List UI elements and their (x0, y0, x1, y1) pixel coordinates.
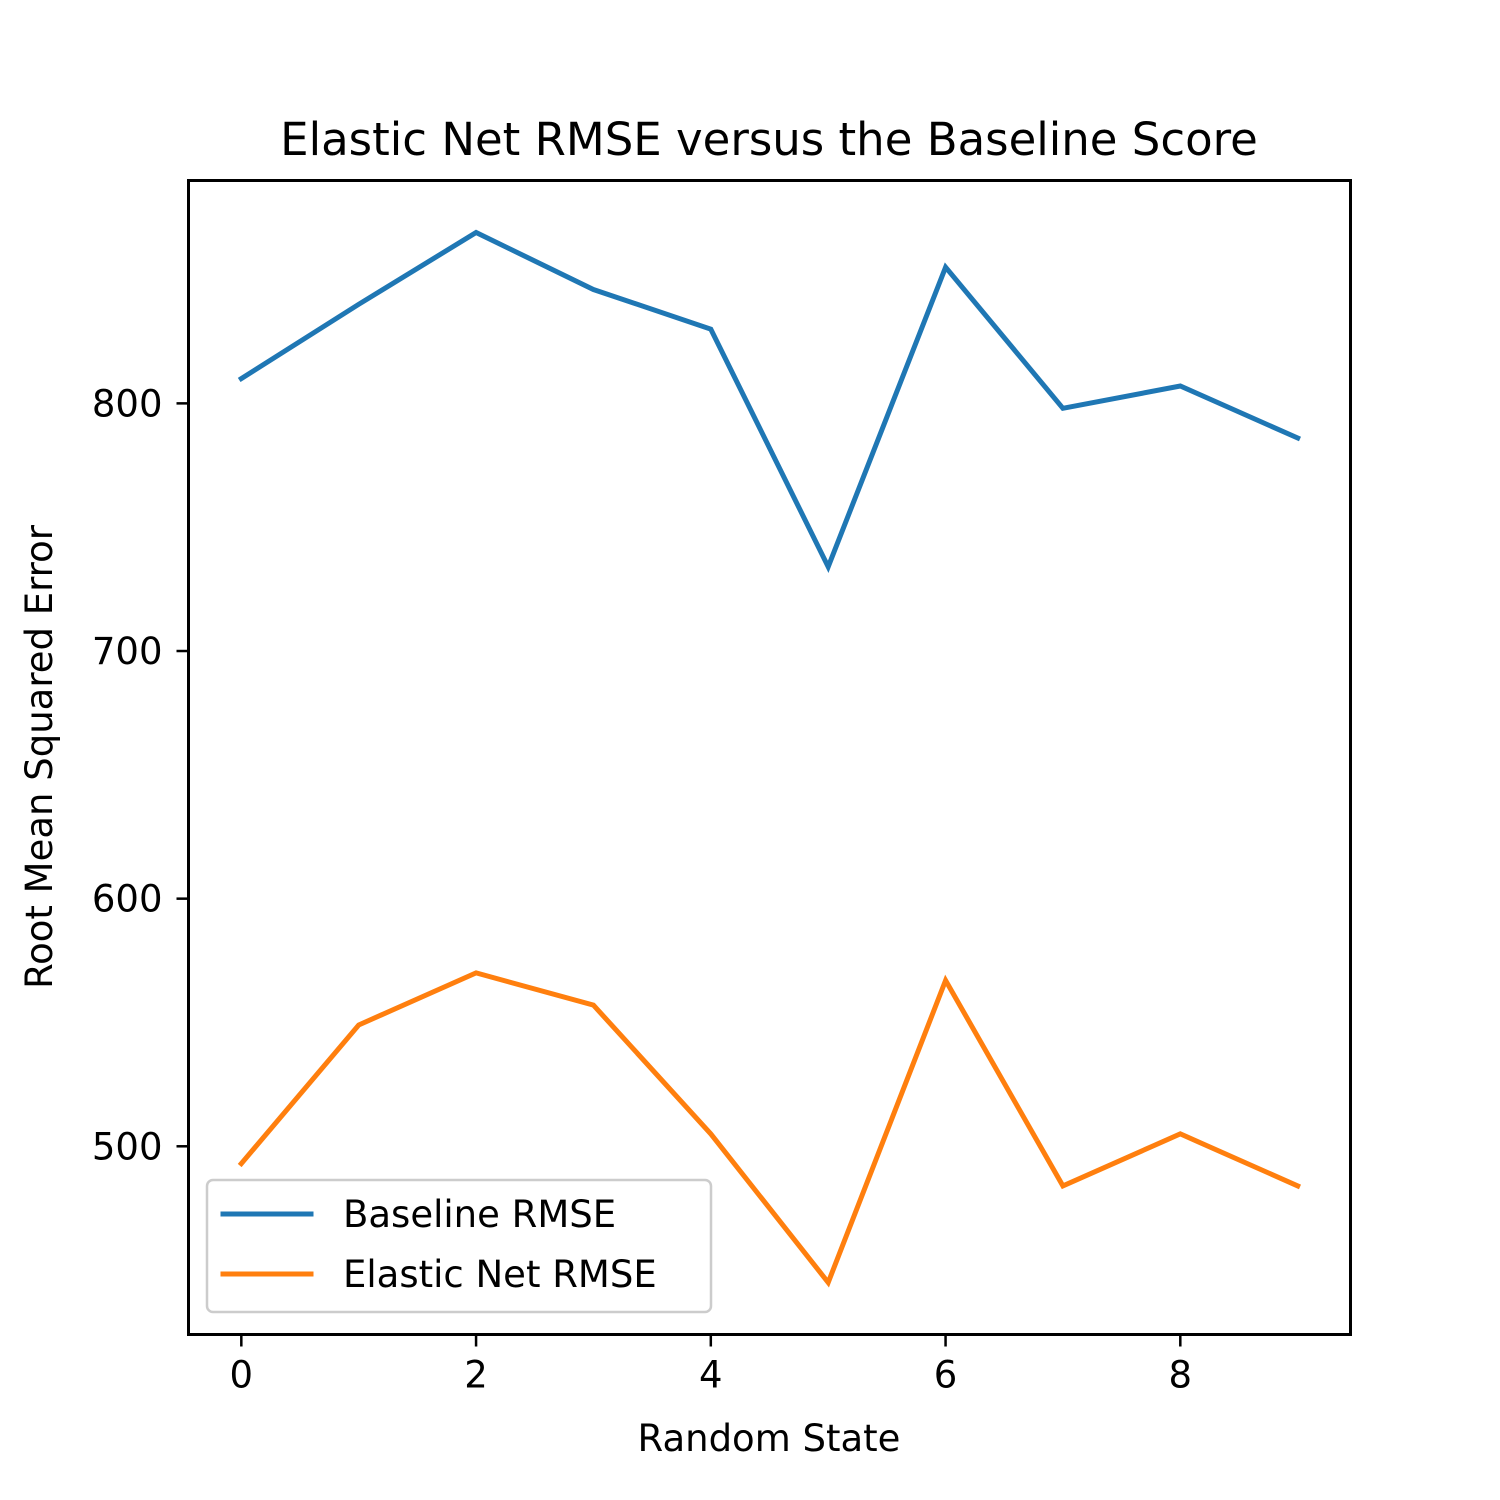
y-tick-label: 600 (92, 878, 163, 921)
legend-box (205, 1178, 713, 1314)
chart-title: Elastic Net RMSE versus the Baseline Sco… (280, 113, 1258, 166)
x-tick-label: 8 (1169, 1354, 1193, 1397)
plot-frame (187, 179, 1352, 1336)
y-tick-label: 500 (92, 1125, 163, 1168)
x-tick-label: 6 (934, 1354, 958, 1397)
x-axis-ticks: 0 2 4 6 8 (230, 1334, 1193, 1397)
y-tick-label: 800 (92, 382, 163, 425)
x-tick-label: 4 (699, 1354, 723, 1397)
x-axis-label: Random State (638, 1417, 901, 1460)
series-lines (237, 229, 1301, 1288)
y-axis-ticks: 500 600 700 800 (92, 382, 189, 1168)
legend-label-baseline: Baseline RMSE (343, 1193, 616, 1236)
legend-label-elastic-net: Elastic Net RMSE (343, 1253, 657, 1296)
x-tick-label: 0 (230, 1354, 254, 1397)
y-tick-label: 700 (92, 630, 163, 673)
series-line-elastic-net (237, 970, 1301, 1288)
legend: Baseline RMSE Elastic Net RMSE (205, 1178, 713, 1314)
y-axis-label: Root Mean Squared Error (18, 524, 61, 989)
series-line-baseline (237, 229, 1301, 573)
x-tick-label: 2 (464, 1354, 488, 1397)
